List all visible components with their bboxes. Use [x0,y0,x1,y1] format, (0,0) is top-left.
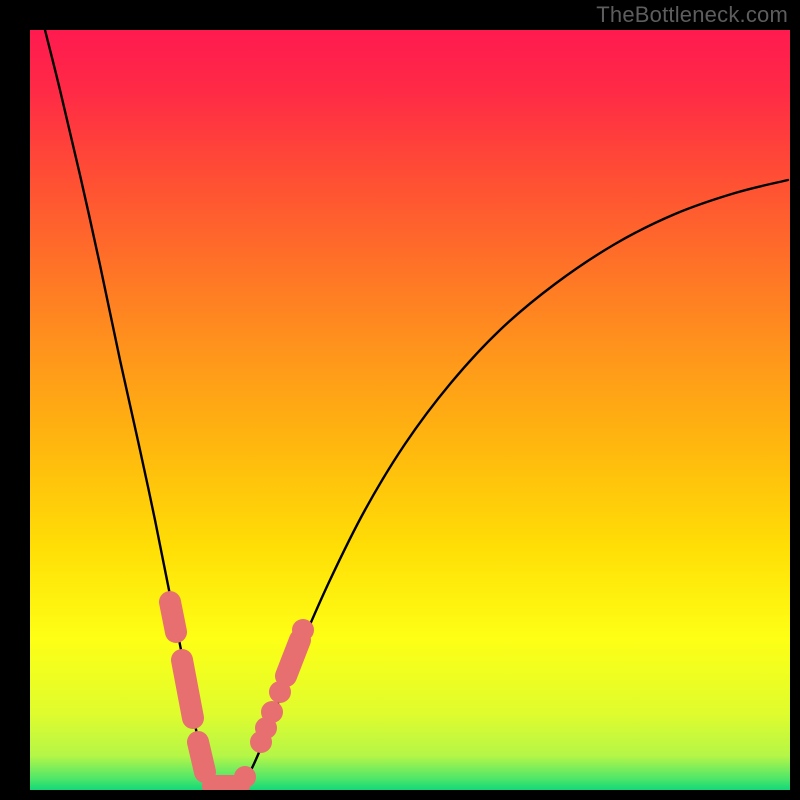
plot-area [30,30,790,790]
marker-capsule [182,660,193,718]
marker-capsule [286,640,300,676]
watermark-text: TheBottleneck.com [596,2,788,28]
marker-capsule [198,742,205,772]
marker-capsule [170,602,176,632]
chart-root: TheBottleneck.com [0,0,800,800]
curves-layer [30,30,790,790]
curve-right [240,180,788,788]
